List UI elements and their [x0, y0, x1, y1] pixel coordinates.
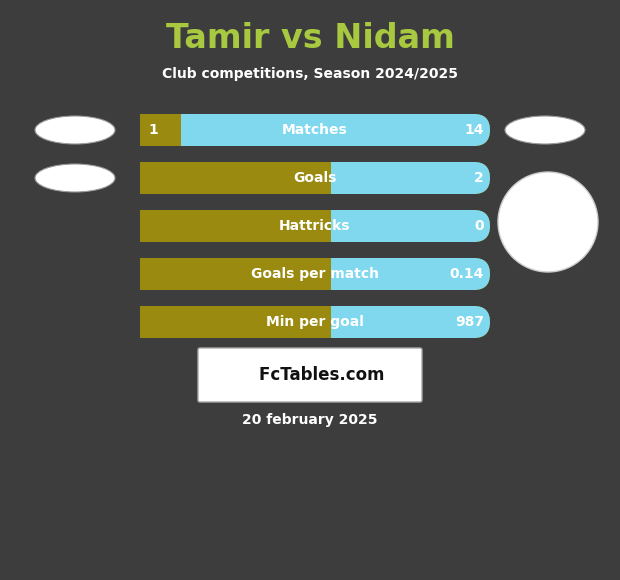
Text: 20 february 2025: 20 february 2025 — [242, 413, 378, 427]
FancyBboxPatch shape — [140, 210, 490, 242]
Text: Hattricks: Hattricks — [279, 219, 351, 233]
Text: Min per goal: Min per goal — [266, 315, 364, 329]
Text: Goals: Goals — [293, 171, 337, 185]
Bar — [140, 306, 331, 338]
FancyBboxPatch shape — [140, 114, 490, 146]
Text: 1: 1 — [148, 123, 157, 137]
Text: FcTables.com: FcTables.com — [236, 366, 384, 384]
Text: Matches: Matches — [282, 123, 348, 137]
Ellipse shape — [505, 116, 585, 144]
Bar — [140, 114, 181, 146]
Text: 987: 987 — [455, 315, 484, 329]
Text: 0.14: 0.14 — [450, 267, 484, 281]
FancyBboxPatch shape — [140, 258, 490, 290]
Text: Goals per match: Goals per match — [251, 267, 379, 281]
FancyBboxPatch shape — [140, 258, 490, 290]
Text: 2: 2 — [474, 171, 484, 185]
FancyBboxPatch shape — [140, 306, 490, 338]
FancyBboxPatch shape — [198, 348, 422, 402]
Text: 0: 0 — [474, 219, 484, 233]
FancyBboxPatch shape — [140, 306, 490, 338]
FancyBboxPatch shape — [140, 162, 490, 194]
Bar — [140, 162, 331, 194]
FancyBboxPatch shape — [140, 114, 490, 146]
Bar — [140, 258, 331, 290]
Bar — [140, 210, 331, 242]
Text: 14: 14 — [464, 123, 484, 137]
FancyBboxPatch shape — [140, 210, 490, 242]
Circle shape — [498, 172, 598, 272]
Ellipse shape — [35, 164, 115, 192]
Text: Club competitions, Season 2024/2025: Club competitions, Season 2024/2025 — [162, 67, 458, 81]
FancyBboxPatch shape — [140, 162, 490, 194]
Text: Tamir vs Nidam: Tamir vs Nidam — [166, 21, 454, 55]
Ellipse shape — [35, 116, 115, 144]
